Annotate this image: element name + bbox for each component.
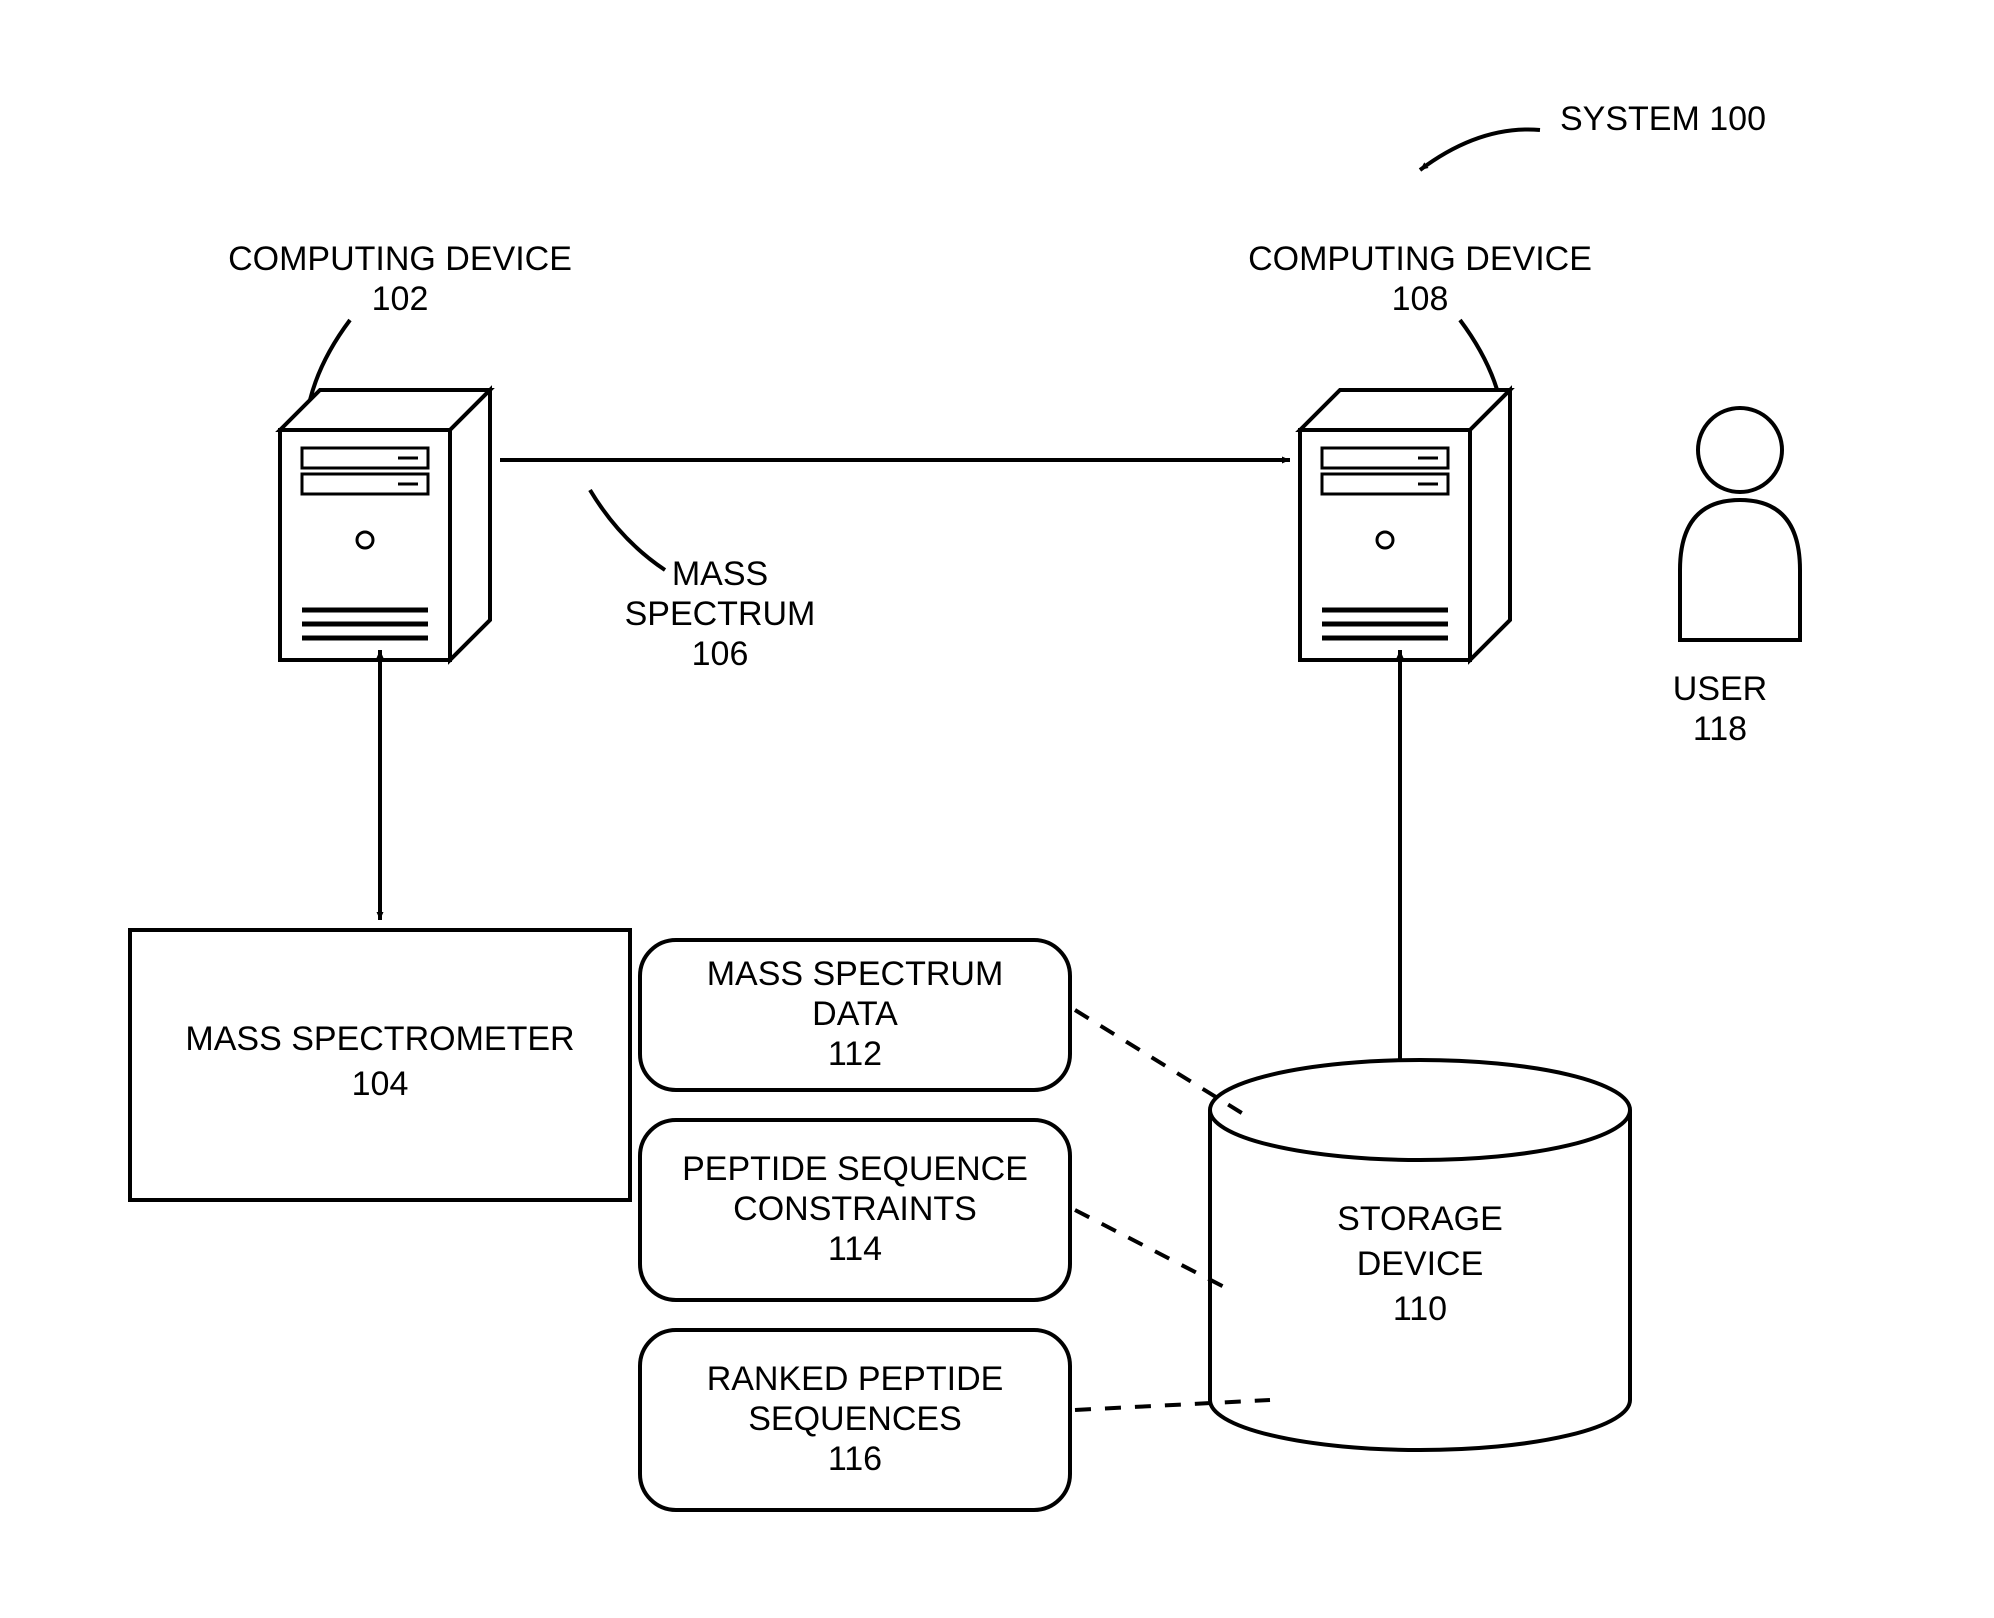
- ranked-peptides-num: 116: [828, 1440, 882, 1478]
- ranked-peptides-l1: RANKED PEPTIDE: [707, 1360, 1004, 1398]
- storage-label-1: STORAGE: [1337, 1200, 1503, 1238]
- dashed-link-1: [1075, 1210, 1230, 1290]
- leader-106: [590, 490, 665, 570]
- computing-device-2-title: COMPUTING DEVICE: [1248, 240, 1592, 278]
- peptide-constraints-l2: CONSTRAINTS: [733, 1190, 977, 1228]
- computing-device-1-num: 102: [372, 280, 429, 318]
- user-icon: [1680, 408, 1800, 640]
- user-label: USER: [1673, 670, 1767, 708]
- storage-top: [1210, 1060, 1630, 1160]
- computing-device-2-icon: [1300, 390, 1510, 660]
- mass-spectrometer-num: 104: [352, 1065, 409, 1103]
- mass-spectrum-label-2: SPECTRUM: [625, 595, 816, 633]
- mass-spectrum-data-num: 112: [828, 1035, 882, 1073]
- user-num: 118: [1693, 710, 1747, 748]
- mass-spectrum-data-l1: MASS SPECTRUM: [707, 955, 1004, 993]
- mass-spectrum-data-l2: DATA: [812, 995, 898, 1033]
- mass-spectrum-label-1: MASS: [672, 555, 768, 593]
- mass-spectrometer-label: MASS SPECTROMETER: [185, 1020, 574, 1058]
- computing-device-1-icon: [280, 390, 490, 660]
- computing-device-1-title: COMPUTING DEVICE: [228, 240, 572, 278]
- ranked-peptides-l2: SEQUENCES: [748, 1400, 962, 1438]
- storage-label-2: DEVICE: [1357, 1245, 1484, 1283]
- system-label-pointer: [1420, 130, 1540, 171]
- storage-num: 110: [1393, 1290, 1447, 1328]
- computing-device-2-num: 108: [1392, 280, 1449, 318]
- peptide-constraints-num: 114: [828, 1230, 882, 1268]
- system-label: SYSTEM 100: [1560, 100, 1766, 138]
- mass-spectrum-num: 106: [692, 635, 749, 673]
- peptide-constraints-l1: PEPTIDE SEQUENCE: [682, 1150, 1028, 1188]
